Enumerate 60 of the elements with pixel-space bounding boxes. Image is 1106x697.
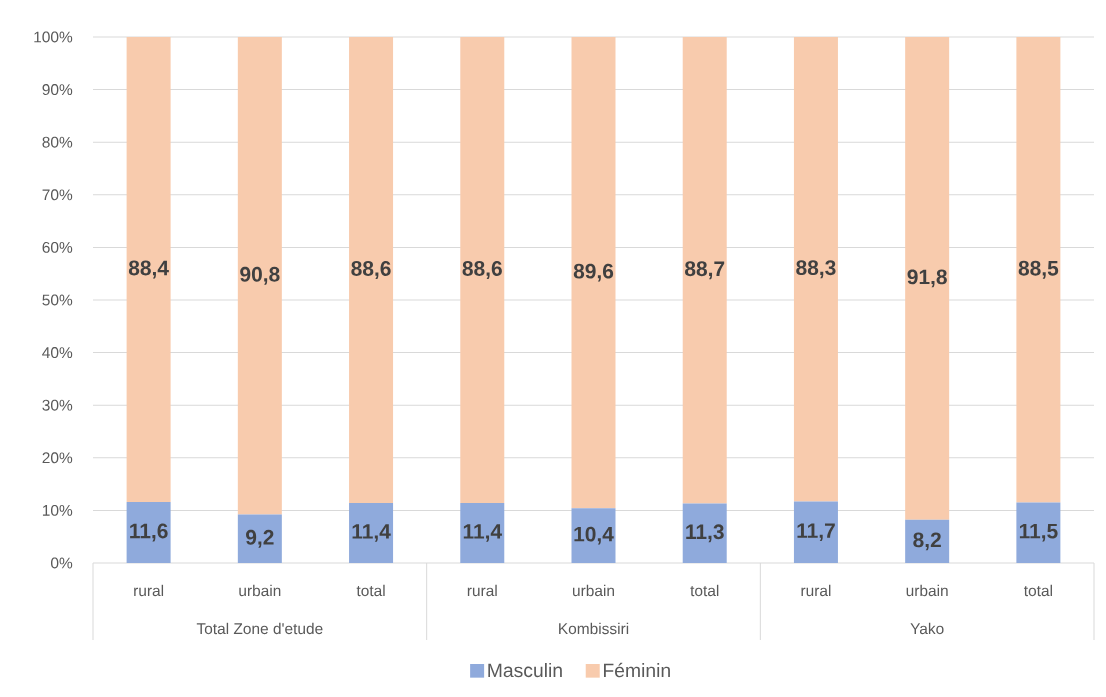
bar [682, 503, 727, 563]
y-tick-label: 90% [42, 84, 73, 96]
x-tick-label: urbain [906, 584, 948, 597]
y-tick-label: 0% [50, 557, 73, 569]
x-tick-label: total [690, 584, 719, 597]
x-tick-label: total [1024, 584, 1052, 597]
text: Yako [910, 622, 944, 635]
bar [905, 519, 950, 563]
bar [793, 37, 838, 502]
data-label: 9,2 [246, 529, 274, 548]
data-label: 89,6 [573, 263, 614, 282]
data-label: 11,4 [463, 524, 502, 542]
y-tick-label: 30% [42, 399, 73, 411]
bar [126, 37, 171, 502]
data-label: 88,6 [462, 261, 502, 279]
text: Kombissiri [559, 622, 629, 635]
bar [905, 37, 950, 520]
data-label: 11,7 [797, 523, 835, 542]
legend-label: Masculin [488, 662, 562, 678]
bar [126, 501, 171, 563]
bar [349, 503, 394, 563]
y-tick-label: 100% [34, 31, 73, 43]
bar [460, 503, 505, 563]
data-label: 88,7 [685, 261, 725, 280]
data-label: 8,2 [913, 532, 941, 551]
y-tick-label: 20% [42, 452, 73, 464]
y-tick-label: 80% [42, 136, 73, 148]
data-label: 88,4 [128, 260, 169, 279]
data-label: 11,5 [1019, 523, 1058, 542]
y-tick-label: 50% [42, 294, 73, 306]
legend-label: Féminin [603, 662, 670, 678]
data-label: 91,8 [907, 269, 947, 288]
x-tick-label: urbain [239, 584, 281, 597]
y-tick-label: 70% [42, 189, 73, 201]
x-tick-label: rural [801, 584, 831, 597]
data-label: 88,5 [1018, 260, 1059, 279]
x-tick-label: urbain [573, 584, 614, 597]
bar [1016, 502, 1061, 563]
data-label: 90,8 [240, 266, 280, 285]
x-tick-label: rural [134, 584, 164, 597]
bar [237, 37, 282, 515]
data-label: 10,4 [574, 526, 614, 545]
x-tick-label: rural [467, 584, 497, 597]
text: Total Zone d'etude [196, 622, 323, 635]
bar [571, 37, 616, 509]
data-label: 11,3 [686, 524, 724, 543]
y-tick-label: 60% [42, 241, 73, 253]
bar [793, 501, 838, 563]
data-label: 11,4 [352, 524, 391, 542]
bar [1016, 37, 1061, 503]
bar [682, 37, 727, 504]
x-tick-label: total [356, 584, 385, 597]
bar [460, 37, 505, 504]
data-label: 88,3 [796, 260, 836, 279]
bar [349, 37, 394, 504]
data-label: 88,6 [351, 261, 391, 279]
y-tick-label: 10% [42, 504, 73, 516]
bar [237, 514, 282, 563]
data-label: 11,6 [130, 523, 168, 542]
y-tick-label: 40% [42, 347, 73, 359]
